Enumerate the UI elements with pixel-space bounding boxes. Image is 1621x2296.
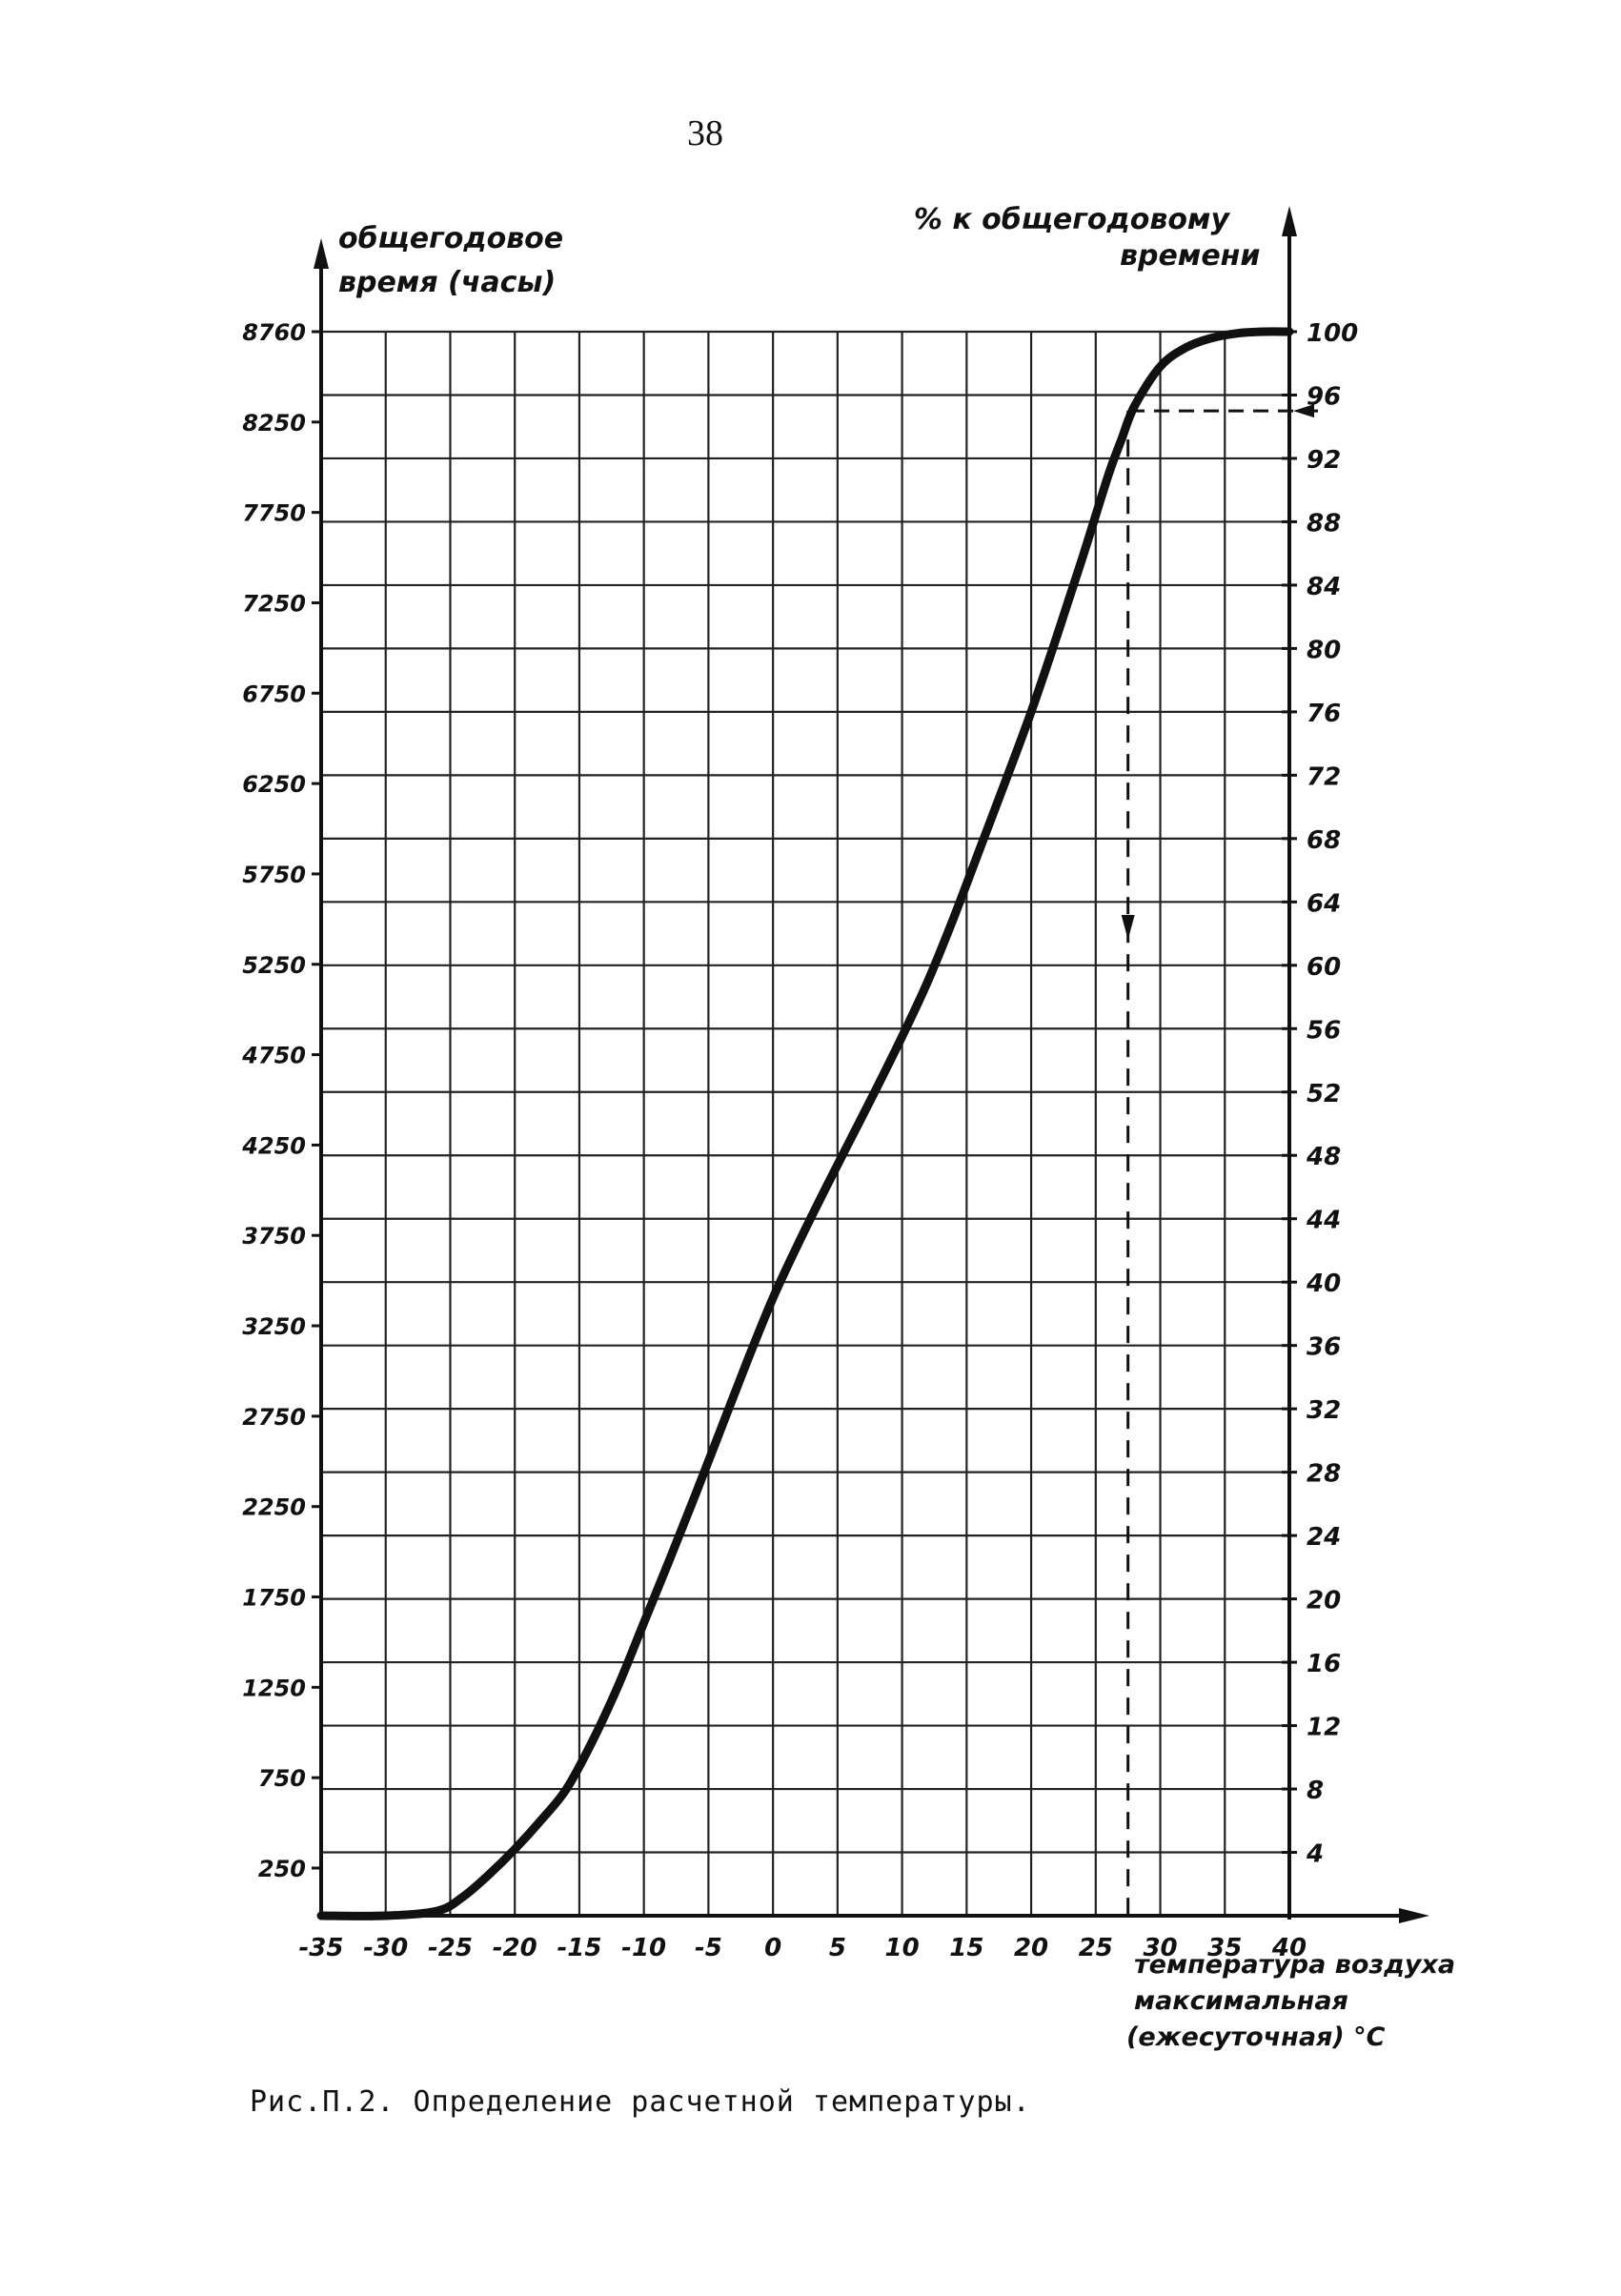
right-tick-label: 92 bbox=[1307, 446, 1341, 475]
right-axis-label-line2: времени bbox=[1120, 239, 1260, 273]
x-axis-label-line1: температура воздуха bbox=[1134, 1950, 1455, 1980]
x-tick-label: -10 bbox=[621, 1934, 666, 1962]
chart-grid bbox=[319, 330, 1291, 1916]
left-tick-label: 4750 bbox=[241, 1043, 306, 1069]
right-tick-label: 72 bbox=[1307, 762, 1341, 791]
x-axis-arrow bbox=[1399, 1908, 1429, 1923]
x-tick-label: 20 bbox=[1014, 1934, 1048, 1962]
left-axis-label-line2: время (часы) bbox=[338, 266, 556, 299]
right-tick-label: 80 bbox=[1307, 636, 1341, 664]
right-axis-label-line1: % к общегодовому bbox=[914, 203, 1231, 236]
right-tick-label: 76 bbox=[1307, 700, 1341, 728]
left-tick-label: 5250 bbox=[242, 952, 306, 979]
x-tick-label: -35 bbox=[299, 1934, 344, 1962]
right-tick-label: 56 bbox=[1307, 1016, 1341, 1045]
left-tick-label: 1750 bbox=[242, 1585, 306, 1612]
left-tick-label: 1250 bbox=[242, 1675, 306, 1701]
left-tick-label: 8760 bbox=[242, 319, 306, 346]
x-tick-label: 35 bbox=[1207, 1934, 1242, 1962]
reference-arrow-down bbox=[1121, 915, 1135, 940]
right-tick-label: 12 bbox=[1307, 1714, 1341, 1742]
right-tick-label: 40 bbox=[1306, 1270, 1341, 1298]
figure-caption: Рис.П.2. Определение расчетной температу… bbox=[250, 2085, 1031, 2119]
right-tick-label: 4 bbox=[1306, 1840, 1324, 1869]
chart-ticks: -35 -30 -25 -20 -15 -10 -5 0 5 10 15 20 25 30 35 40 100 9… bbox=[241, 319, 1358, 1962]
left-tick-label: 750 bbox=[258, 1765, 306, 1792]
right-tick-label: 16 bbox=[1307, 1650, 1341, 1678]
page-number: 38 bbox=[687, 113, 723, 153]
left-tick-label: 4250 bbox=[241, 1132, 306, 1159]
right-tick-label: 36 bbox=[1307, 1333, 1341, 1362]
right-axis-arrow bbox=[1282, 206, 1297, 236]
left-tick-label: 3250 bbox=[242, 1313, 306, 1340]
right-tick-label: 8 bbox=[1307, 1777, 1324, 1805]
x-tick-label: 30 bbox=[1143, 1934, 1177, 1962]
left-tick-label: 250 bbox=[258, 1856, 306, 1882]
x-tick-label: 0 bbox=[764, 1934, 781, 1962]
right-tick-label: 48 bbox=[1306, 1143, 1341, 1171]
right-tick-label: 52 bbox=[1307, 1080, 1341, 1108]
left-tick-label: 2750 bbox=[242, 1404, 306, 1431]
left-axis-label-line1: общегодовое bbox=[338, 222, 563, 255]
left-axis-arrow bbox=[314, 238, 329, 269]
x-tick-label: -15 bbox=[557, 1934, 601, 1962]
chart-axes bbox=[314, 206, 1429, 1923]
left-tick-label: 5750 bbox=[242, 862, 306, 888]
right-tick-label: 44 bbox=[1306, 1207, 1341, 1235]
left-tick-label: 7250 bbox=[242, 590, 306, 617]
x-tick-label: 10 bbox=[885, 1934, 920, 1962]
left-tick-label: 6250 bbox=[242, 771, 306, 798]
right-tick-label: 64 bbox=[1307, 889, 1341, 918]
right-tick-label: 100 bbox=[1307, 319, 1358, 348]
axis-labels: общегодовое время (часы) % к общегодовом… bbox=[338, 203, 1455, 2052]
reference-arrow-left bbox=[1293, 404, 1314, 418]
right-tick-label: 24 bbox=[1307, 1523, 1341, 1552]
right-tick-label: 32 bbox=[1307, 1396, 1341, 1425]
left-tick-label: 7750 bbox=[242, 500, 306, 527]
right-tick-label: 28 bbox=[1307, 1460, 1341, 1489]
x-tick-label: -30 bbox=[363, 1934, 408, 1962]
x-tick-label: 25 bbox=[1079, 1934, 1113, 1962]
left-tick-label: 8250 bbox=[242, 410, 306, 437]
x-tick-label: 5 bbox=[829, 1934, 846, 1962]
x-axis-label-line2: максимальная bbox=[1134, 1986, 1348, 2016]
left-tick-label: 2250 bbox=[242, 1494, 306, 1521]
x-tick-label: -5 bbox=[695, 1934, 722, 1962]
right-tick-label: 68 bbox=[1307, 826, 1341, 855]
x-tick-label: -25 bbox=[428, 1934, 473, 1962]
series-line bbox=[316, 327, 1294, 1920]
chart-series bbox=[316, 327, 1318, 1920]
right-tick-label: 60 bbox=[1307, 953, 1341, 982]
right-tick-label: 84 bbox=[1307, 573, 1341, 601]
right-tick-label: 88 bbox=[1307, 509, 1341, 538]
x-axis-label-line3: (ежесуточная) °С bbox=[1126, 2022, 1386, 2052]
x-tick-label: 40 bbox=[1271, 1934, 1307, 1962]
left-tick-label: 3750 bbox=[242, 1223, 306, 1250]
right-tick-label: 20 bbox=[1307, 1587, 1341, 1615]
x-tick-label: -20 bbox=[493, 1934, 537, 1962]
left-tick-label: 6750 bbox=[242, 681, 306, 707]
x-tick-label: 15 bbox=[949, 1934, 983, 1962]
